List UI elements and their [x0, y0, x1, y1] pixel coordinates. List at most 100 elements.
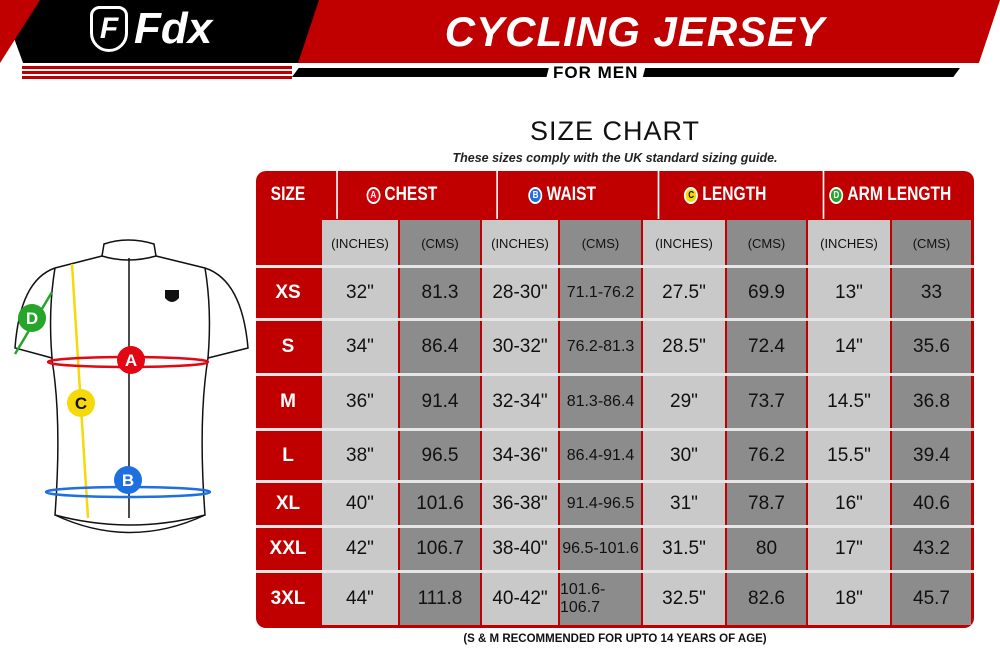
- table-cell: 86.4: [400, 321, 480, 373]
- label-b: B: [122, 471, 134, 490]
- table-cell: 32": [322, 268, 398, 318]
- table-cell: 18": [808, 573, 890, 625]
- table-cell: 32.5": [643, 573, 725, 625]
- column-group-label: CHEST: [384, 184, 438, 205]
- table-cell: 39.4: [892, 431, 971, 480]
- table-cell: 30": [643, 431, 725, 480]
- unit-header: (INCHES): [322, 220, 398, 266]
- label-a: A: [125, 351, 137, 370]
- table-cell: 78.7: [727, 483, 806, 525]
- row-divider: [256, 570, 974, 573]
- table-cell: 36": [322, 376, 398, 428]
- chart-subtitle: These sizes comply with the UK standard …: [452, 151, 778, 165]
- table-cell: 38": [322, 431, 398, 480]
- header-red-panel: [298, 0, 1000, 63]
- table-cell: 28-30": [482, 268, 558, 318]
- table-cell: 96.5: [400, 431, 480, 480]
- unit-header: (INCHES): [643, 220, 725, 266]
- column-group-header: A CHEST: [336, 171, 466, 219]
- table-cell: 42": [322, 528, 398, 570]
- size-label: S: [281, 336, 295, 357]
- size-header: SIZE: [270, 184, 306, 205]
- size-label: XXL: [269, 538, 307, 559]
- size-table: SIZE A CHEST B WAIST C LENGTH D ARM LENGTH (INCHE…: [256, 171, 974, 628]
- label-c: C: [75, 394, 87, 413]
- header-black-panel: [0, 0, 330, 63]
- badge-b-icon: B: [528, 186, 543, 204]
- table-cell: 101.6: [400, 483, 480, 525]
- table-cell: 27.5": [643, 268, 725, 318]
- size-label: 3XL: [270, 588, 306, 609]
- size-label: L: [282, 444, 294, 466]
- row-divider: [256, 480, 974, 483]
- table-cell: 28.5": [643, 321, 725, 373]
- table-cell: 40.6: [892, 483, 971, 525]
- table-cell: 81.3-86.4: [560, 376, 641, 428]
- unit-header: (CMS): [727, 220, 806, 266]
- table-cell: 76.2-81.3: [560, 321, 641, 373]
- jersey-diagram: A B C D: [13, 239, 249, 534]
- table-cell: 72.4: [727, 321, 806, 373]
- row-divider: [256, 525, 974, 528]
- table-cell: 40": [322, 483, 398, 525]
- header-stripes: [22, 66, 292, 81]
- table-cell: 31": [643, 483, 725, 525]
- table-cell: 29": [643, 376, 725, 428]
- table-cell: 82.6: [727, 573, 806, 625]
- column-group-header: C LENGTH: [657, 171, 792, 219]
- table-cell: 96.5-101.6: [560, 528, 641, 570]
- unit-header: (CMS): [892, 220, 971, 266]
- brand-logo: F Fdx: [90, 4, 260, 54]
- table-cell: 17": [808, 528, 890, 570]
- unit-header: (CMS): [400, 220, 480, 266]
- column-group-label: LENGTH: [702, 184, 767, 205]
- table-cell: 36-38": [482, 483, 558, 525]
- row-divider: [256, 428, 974, 431]
- size-label: M: [280, 391, 296, 412]
- logo-icon: [165, 290, 179, 302]
- table-cell: 91.4: [400, 376, 480, 428]
- table-cell: 73.7: [727, 376, 806, 428]
- table-cell: 40-42": [482, 573, 558, 625]
- shield-logo-icon: F: [90, 6, 128, 52]
- table-cell: 35.6: [892, 321, 971, 373]
- size-label: XL: [275, 493, 301, 514]
- label-d: D: [26, 309, 38, 328]
- column-group-label: WAIST: [546, 184, 597, 205]
- table-cell: 91.4-96.5: [560, 483, 641, 525]
- table-cell: 14": [808, 321, 890, 373]
- column-group-header: D ARM LENGTH: [822, 171, 957, 219]
- page-title: CYCLING JERSEY: [444, 8, 826, 55]
- badge-a-icon: A: [366, 186, 381, 204]
- table-cell: 76.2: [727, 431, 806, 480]
- table-cell: 86.4-91.4: [560, 431, 641, 480]
- table-cell: 14.5": [808, 376, 890, 428]
- table-cell: 69.9: [727, 268, 806, 318]
- brand-name: Fdx: [134, 4, 213, 53]
- footnote: (S & M RECOMMENDED FOR UPTO 14 YEARS OF …: [463, 633, 767, 645]
- page-subtitle: FOR MEN: [545, 63, 647, 83]
- table-cell: 45.7: [892, 573, 971, 625]
- table-cell: 38-40": [482, 528, 558, 570]
- table-cell: 80: [727, 528, 806, 570]
- row-divider: [256, 318, 974, 321]
- table-cell: 30-32": [482, 321, 558, 373]
- table-cell: 13": [808, 268, 890, 318]
- table-cell: 34": [322, 321, 398, 373]
- table-cell: 32-34": [482, 376, 558, 428]
- unit-header: (CMS): [560, 220, 641, 266]
- size-label: XS: [275, 282, 301, 303]
- table-cell: 31.5": [643, 528, 725, 570]
- badge-d-icon: D: [829, 186, 844, 204]
- unit-header: (INCHES): [482, 220, 558, 266]
- table-cell: 101.6-106.7: [560, 573, 641, 625]
- table-cell: 34-36": [482, 431, 558, 480]
- table-cell: 71.1-76.2: [560, 268, 641, 318]
- column-group-header: B WAIST: [496, 171, 626, 219]
- table-cell: 44": [322, 573, 398, 625]
- chart-title: SIZE CHART: [529, 116, 701, 146]
- table-cell: 36.8: [892, 376, 971, 428]
- table-cell: 16": [808, 483, 890, 525]
- row-divider: [256, 373, 974, 376]
- column-group-label: ARM LENGTH: [847, 184, 952, 205]
